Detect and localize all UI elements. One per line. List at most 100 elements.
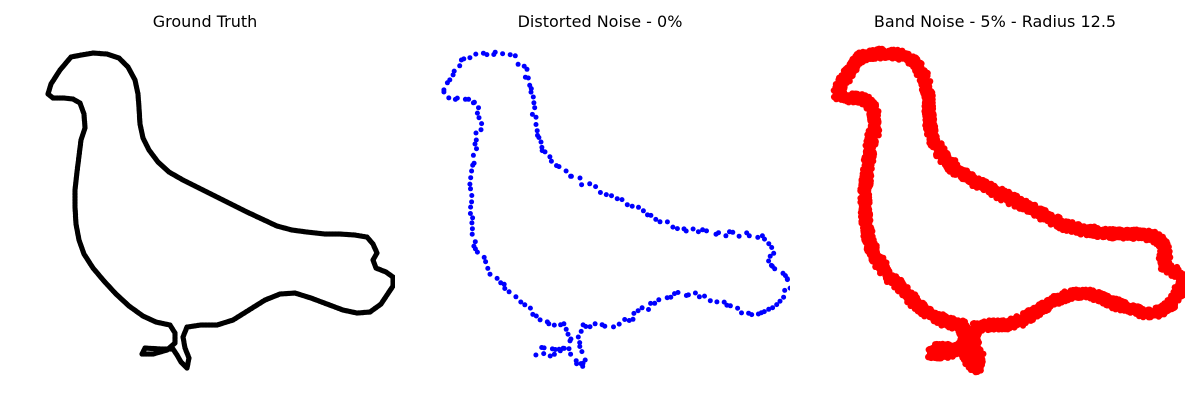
data-point <box>472 239 478 245</box>
data-point <box>635 308 641 314</box>
data-point <box>602 323 608 329</box>
data-point <box>469 168 475 174</box>
data-point <box>766 258 772 264</box>
data-point <box>506 289 512 295</box>
data-point <box>664 219 670 225</box>
plot-ground-truth <box>45 50 395 371</box>
data-point <box>502 286 508 291</box>
data-point <box>766 306 772 312</box>
data-point <box>479 121 485 127</box>
data-point <box>563 168 569 174</box>
data-point <box>567 338 573 344</box>
data-point <box>548 158 554 164</box>
data-point <box>552 347 558 352</box>
panel-ground-truth: Ground Truth <box>15 0 395 400</box>
data-point <box>533 122 539 127</box>
data-point <box>702 293 707 299</box>
data-point <box>670 224 676 230</box>
data-point <box>744 230 750 236</box>
data-point <box>640 208 646 214</box>
data-point <box>458 57 464 63</box>
data-point <box>546 321 552 327</box>
data-point <box>749 312 755 318</box>
data-point <box>675 290 681 295</box>
data-point <box>468 175 474 181</box>
data-point <box>668 294 674 300</box>
data-point <box>587 324 593 330</box>
data-point <box>577 175 583 181</box>
data-point <box>690 226 696 232</box>
data-point <box>469 199 475 205</box>
data-point <box>759 233 765 239</box>
data-point <box>513 294 519 300</box>
data-point <box>507 52 513 58</box>
data-point <box>704 228 709 234</box>
data-point <box>767 253 773 259</box>
data-point <box>529 111 535 117</box>
data-point <box>531 100 537 106</box>
data-point <box>541 351 547 357</box>
data-point <box>770 305 776 311</box>
data-point <box>574 361 580 367</box>
data-point <box>450 72 456 78</box>
data-point <box>467 181 473 187</box>
data-point <box>467 55 473 61</box>
data-point <box>551 351 557 357</box>
data-point <box>692 290 698 296</box>
data-point <box>473 51 479 57</box>
data-point <box>560 345 566 351</box>
data-point <box>736 233 742 239</box>
panel-distorted-noise: Distorted Noise - 0% <box>410 0 790 400</box>
data-point <box>577 344 583 349</box>
data-point <box>491 52 497 57</box>
data-point <box>539 144 545 150</box>
data-point <box>501 281 507 287</box>
data-point <box>500 51 506 57</box>
data-point <box>469 231 475 237</box>
data-point <box>568 173 574 179</box>
data-point <box>538 139 544 145</box>
data-point <box>1159 239 1166 246</box>
data-point <box>700 227 706 233</box>
data-point <box>936 355 943 362</box>
data-point <box>551 322 557 328</box>
data-point <box>480 50 486 56</box>
data-point <box>470 215 476 221</box>
data-point <box>761 309 767 315</box>
data-point <box>565 331 571 337</box>
data-point <box>474 249 480 255</box>
chart-title: Band Noise - 5% - Radius 12.5 <box>873 12 1117 31</box>
data-point <box>622 317 628 322</box>
data-point <box>609 193 614 199</box>
data-point <box>727 303 733 309</box>
data-point <box>639 305 645 311</box>
data-point <box>485 265 491 271</box>
data-point <box>470 152 476 158</box>
data-point <box>522 302 528 308</box>
data-point <box>630 316 636 322</box>
data-point <box>468 186 473 192</box>
data-point <box>470 162 476 168</box>
data-point <box>587 181 593 187</box>
data-point <box>575 334 581 340</box>
data-point <box>487 271 493 277</box>
data-point <box>535 132 540 138</box>
data-point <box>541 345 547 351</box>
data-point <box>457 63 463 69</box>
data-point <box>547 353 553 359</box>
data-point <box>522 74 528 80</box>
chart-title: Ground Truth <box>152 12 258 31</box>
data-point <box>624 202 630 208</box>
data-point <box>533 114 539 120</box>
data-point <box>685 292 691 298</box>
data-point <box>441 89 447 95</box>
data-point <box>556 346 562 352</box>
data-point <box>603 192 609 198</box>
data-point <box>444 80 450 86</box>
data-point <box>481 254 487 260</box>
data-point <box>777 298 783 304</box>
panel-band-noise: Band Noise - 5% - Radius 12.5 <box>805 0 1185 400</box>
data-point <box>782 287 788 293</box>
data-point <box>954 321 962 328</box>
plot-band-noise <box>830 45 1185 376</box>
